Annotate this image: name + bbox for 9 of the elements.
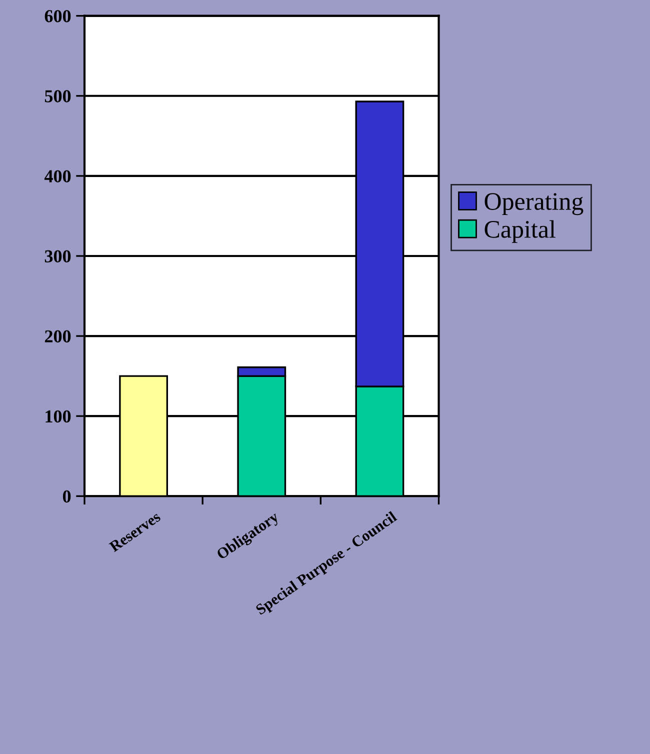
y-tick-label: 100 (46, 410, 71, 423)
legend-label: Capital (484, 220, 556, 243)
y-tick-label: 500 (44, 90, 71, 102)
y-tick-label: 200 (44, 330, 71, 342)
y-tick-label: 0 (62, 490, 71, 503)
y-tick-label: 300 (44, 250, 71, 262)
y-tick-label: 400 (44, 170, 71, 182)
y-tick-label: 600 (44, 10, 71, 22)
legend-label: Operating (484, 193, 584, 216)
